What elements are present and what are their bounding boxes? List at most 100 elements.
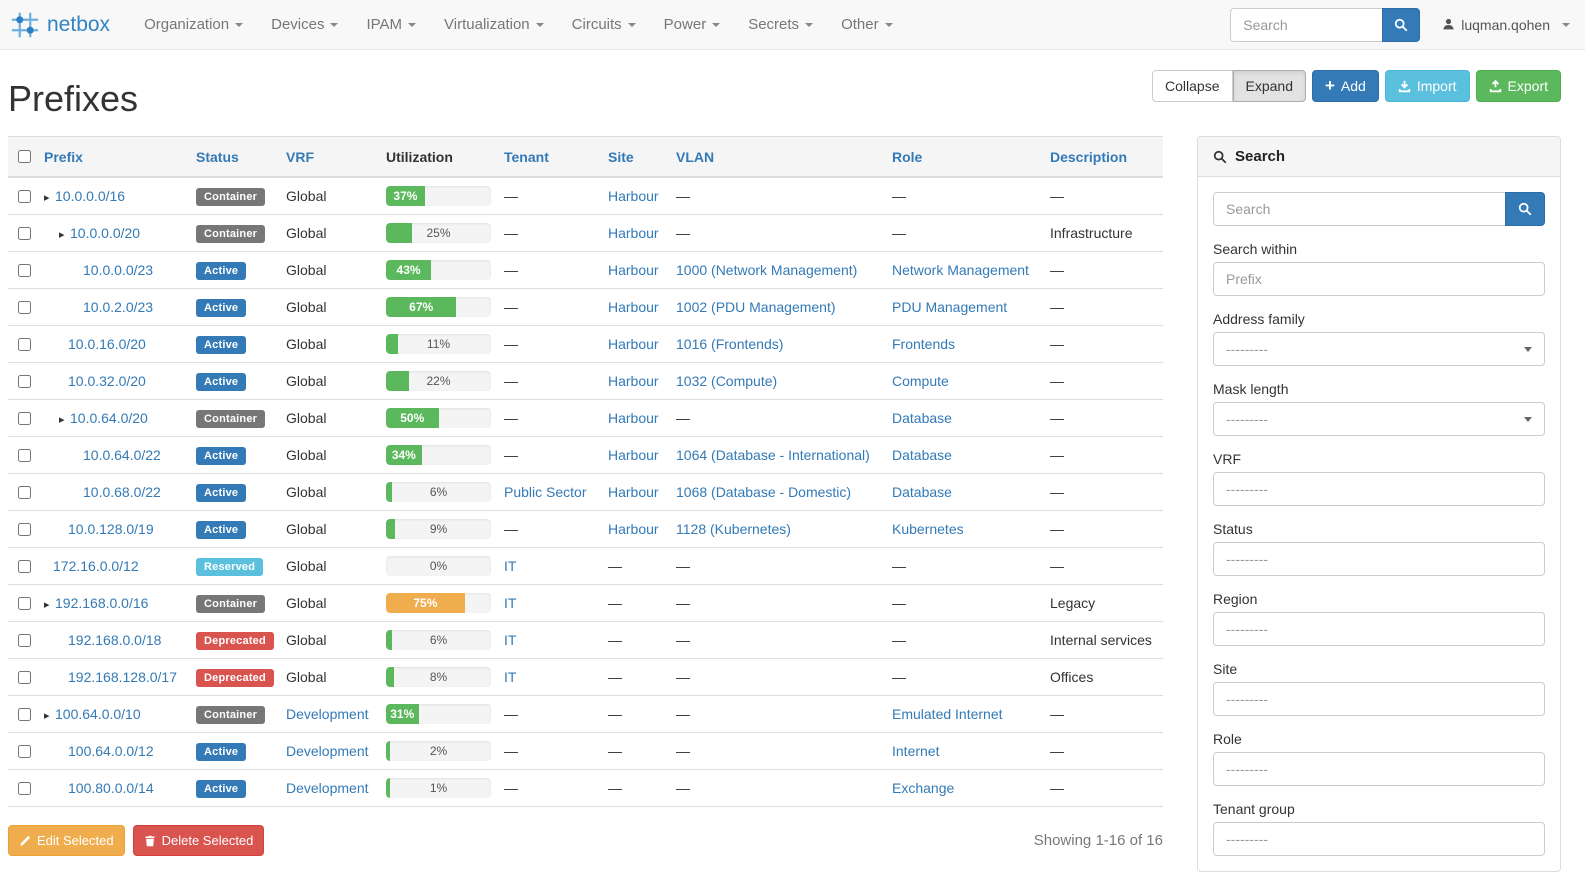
- netbox-brand[interactable]: netbox: [10, 11, 110, 39]
- vrf-link[interactable]: Development: [286, 706, 369, 722]
- role-link[interactable]: Database: [892, 484, 952, 500]
- add-button[interactable]: + Add: [1311, 70, 1379, 102]
- row-checkbox[interactable]: [18, 226, 31, 240]
- column-header-role[interactable]: Role: [884, 136, 1042, 178]
- expand-arrow-icon[interactable]: ▸: [44, 599, 50, 611]
- vlan-link[interactable]: 1128 (Kubernetes): [676, 521, 791, 537]
- column-header-vrf[interactable]: VRF: [278, 136, 378, 178]
- row-checkbox[interactable]: [18, 559, 31, 573]
- nav-item-devices[interactable]: Devices: [257, 0, 352, 50]
- prefix-link[interactable]: 100.64.0.0/12: [68, 743, 154, 759]
- select-all-checkbox[interactable]: [18, 150, 31, 163]
- edit-selected-button[interactable]: Edit Selected: [8, 825, 125, 856]
- column-header-status[interactable]: Status: [188, 136, 278, 178]
- row-checkbox[interactable]: [18, 448, 31, 462]
- filter-select-role[interactable]: ---------: [1213, 752, 1545, 786]
- expand-arrow-icon[interactable]: ▸: [44, 192, 50, 204]
- export-button[interactable]: Export: [1475, 70, 1561, 102]
- prefix-link[interactable]: 192.168.0.0/16: [55, 595, 149, 611]
- site-link[interactable]: Harbour: [608, 521, 659, 537]
- row-checkbox[interactable]: [18, 485, 31, 499]
- nav-item-virtualization[interactable]: Virtualization: [430, 0, 558, 50]
- expand-arrow-icon[interactable]: ▸: [59, 414, 65, 426]
- filter-select-region[interactable]: ---------: [1213, 612, 1545, 646]
- filter-select-site[interactable]: ---------: [1213, 682, 1545, 716]
- collapse-button[interactable]: Collapse: [1152, 70, 1233, 102]
- site-link[interactable]: Harbour: [608, 188, 659, 204]
- prefix-link[interactable]: 10.0.0.0/23: [83, 262, 154, 278]
- site-link[interactable]: Harbour: [608, 484, 659, 500]
- filter-select-vrf[interactable]: ---------: [1213, 472, 1545, 506]
- role-link[interactable]: Frontends: [892, 336, 956, 352]
- row-checkbox[interactable]: [18, 263, 31, 277]
- tenant-link[interactable]: IT: [504, 632, 517, 648]
- filter-select-status[interactable]: ---------: [1213, 542, 1545, 576]
- expand-arrow-icon[interactable]: ▸: [44, 710, 50, 722]
- filter-select-tenant-group[interactable]: ---------: [1213, 822, 1545, 856]
- filter-select-address-family[interactable]: ---------: [1213, 332, 1545, 366]
- prefix-link[interactable]: 10.0.128.0/19: [68, 521, 154, 537]
- tenant-link[interactable]: Public Sector: [504, 484, 587, 500]
- navbar-search-input[interactable]: [1230, 7, 1383, 42]
- vlan-link[interactable]: 1000 (Network Management): [676, 262, 858, 278]
- vlan-link[interactable]: 1002 (PDU Management): [676, 299, 836, 315]
- prefix-link[interactable]: 10.0.0.0/16: [55, 188, 126, 204]
- row-checkbox[interactable]: [18, 744, 31, 758]
- prefix-link[interactable]: 192.168.0.0/18: [68, 632, 162, 648]
- role-link[interactable]: PDU Management: [892, 299, 1008, 315]
- nav-item-organization[interactable]: Organization: [130, 0, 257, 50]
- nav-item-secrets[interactable]: Secrets: [734, 0, 827, 50]
- site-link[interactable]: Harbour: [608, 373, 659, 389]
- row-checkbox[interactable]: [18, 411, 31, 425]
- row-checkbox[interactable]: [18, 707, 31, 721]
- column-header-site[interactable]: Site: [600, 136, 668, 178]
- user-menu[interactable]: luqman.qohen: [1442, 17, 1570, 33]
- prefix-link[interactable]: 192.168.128.0/17: [68, 669, 177, 685]
- role-link[interactable]: Database: [892, 447, 952, 463]
- vlan-link[interactable]: 1032 (Compute): [676, 373, 778, 389]
- row-checkbox[interactable]: [18, 300, 31, 314]
- row-checkbox[interactable]: [18, 522, 31, 536]
- prefix-link[interactable]: 10.0.16.0/20: [68, 336, 146, 352]
- prefix-link[interactable]: 10.0.64.0/22: [83, 447, 161, 463]
- role-link[interactable]: Emulated Internet: [892, 706, 1003, 722]
- filter-select-mask-length[interactable]: ---------: [1213, 402, 1545, 436]
- prefix-link[interactable]: 10.0.0.0/20: [70, 225, 141, 241]
- column-header-vlan[interactable]: VLAN: [668, 136, 884, 178]
- role-link[interactable]: Internet: [892, 743, 940, 759]
- vlan-link[interactable]: 1064 (Database - International): [676, 447, 870, 463]
- row-checkbox[interactable]: [18, 781, 31, 795]
- column-header-prefix[interactable]: Prefix: [36, 136, 188, 178]
- vrf-link[interactable]: Development: [286, 780, 369, 796]
- role-link[interactable]: Exchange: [892, 780, 955, 796]
- row-checkbox[interactable]: [18, 374, 31, 388]
- filter-search-input[interactable]: [1213, 192, 1505, 226]
- prefix-link[interactable]: 172.16.0.0/12: [53, 558, 139, 574]
- expand-arrow-icon[interactable]: ▸: [59, 229, 65, 241]
- role-link[interactable]: Database: [892, 410, 952, 426]
- column-header-tenant[interactable]: Tenant: [496, 136, 600, 178]
- prefix-link[interactable]: 100.64.0.0/10: [55, 706, 141, 722]
- filter-search-button[interactable]: [1505, 192, 1545, 226]
- nav-item-ipam[interactable]: IPAM: [352, 0, 430, 50]
- vrf-link[interactable]: Development: [286, 743, 369, 759]
- filter-input-search-within[interactable]: [1213, 262, 1545, 296]
- prefix-link[interactable]: 10.0.32.0/20: [68, 373, 146, 389]
- site-link[interactable]: Harbour: [608, 336, 659, 352]
- row-checkbox[interactable]: [18, 337, 31, 351]
- tenant-link[interactable]: IT: [504, 595, 517, 611]
- role-link[interactable]: Compute: [892, 373, 949, 389]
- row-checkbox[interactable]: [18, 633, 31, 647]
- import-button[interactable]: Import: [1384, 70, 1470, 102]
- tenant-link[interactable]: IT: [504, 558, 517, 574]
- row-checkbox[interactable]: [18, 189, 31, 203]
- nav-item-other[interactable]: Other: [827, 0, 907, 50]
- nav-item-circuits[interactable]: Circuits: [558, 0, 650, 50]
- prefix-link[interactable]: 10.0.2.0/23: [83, 299, 154, 315]
- site-link[interactable]: Harbour: [608, 447, 659, 463]
- prefix-link[interactable]: 100.80.0.0/14: [68, 780, 154, 796]
- site-link[interactable]: Harbour: [608, 225, 659, 241]
- expand-button[interactable]: Expand: [1232, 70, 1306, 102]
- role-link[interactable]: Kubernetes: [892, 521, 964, 537]
- vlan-link[interactable]: 1068 (Database - Domestic): [676, 484, 852, 500]
